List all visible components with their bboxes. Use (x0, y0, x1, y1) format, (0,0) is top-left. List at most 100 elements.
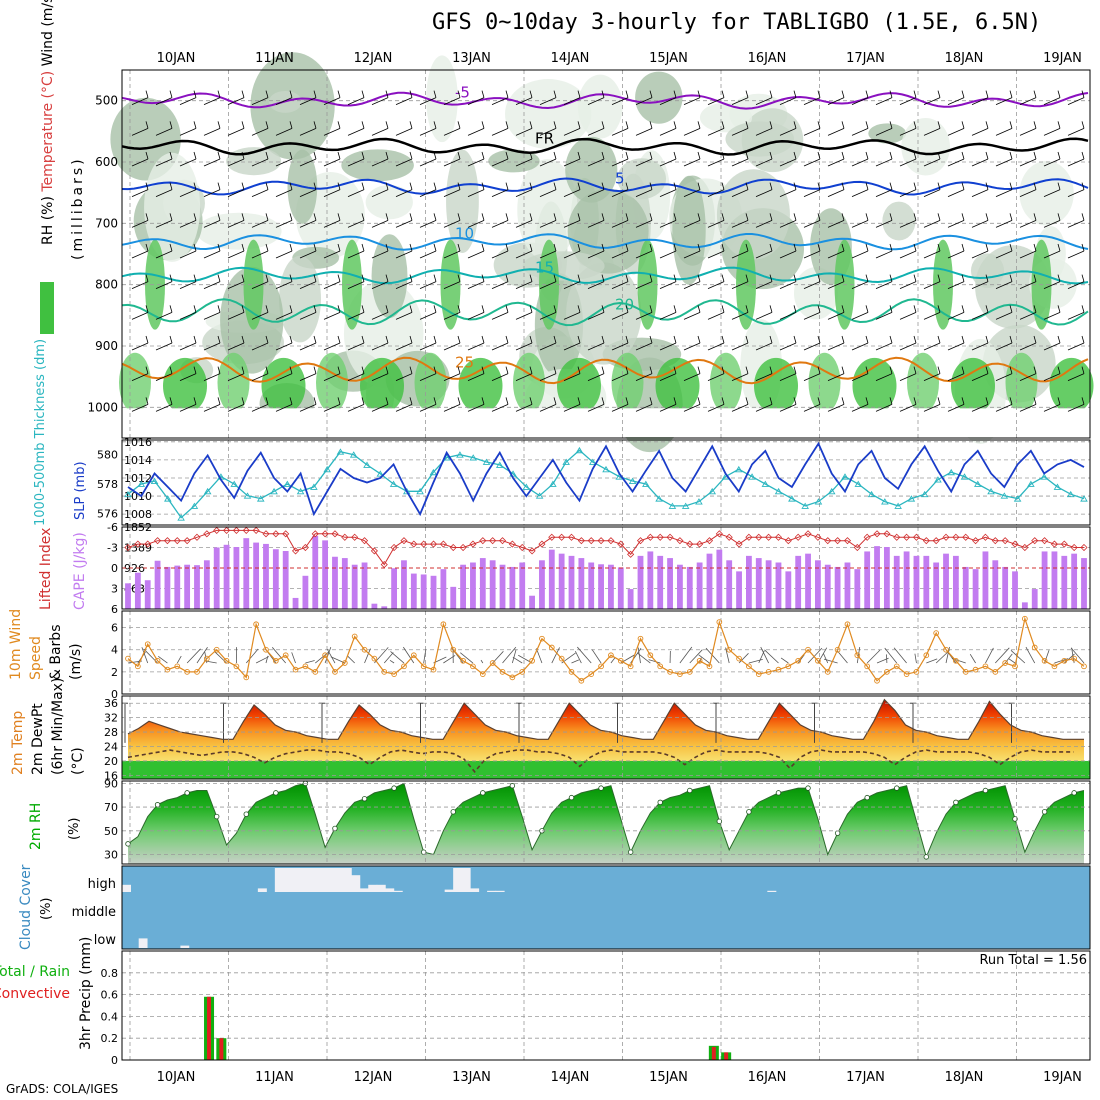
wind-barb (467, 219, 485, 228)
wind-barb (995, 250, 1013, 259)
wind-barb (721, 151, 725, 160)
wind-barb (797, 654, 805, 664)
wind-barb (203, 219, 221, 228)
wind-barb (673, 182, 677, 190)
wind-barb (1067, 127, 1085, 136)
lifted-index-point (784, 537, 792, 545)
wind-barb (361, 243, 365, 252)
wind-speed-point (824, 669, 831, 675)
wind-ylabel: (m/s) (68, 643, 84, 680)
wind-barb (769, 182, 773, 190)
lifted-index-point (439, 540, 447, 548)
lifted-index-point (636, 537, 645, 545)
wind-barb (1043, 219, 1061, 228)
slp-tick-label: 1010 (124, 490, 152, 503)
wind-barb (539, 219, 557, 228)
wind-barb (875, 158, 893, 167)
lifted-index-point (429, 540, 438, 548)
wind-barb (793, 243, 797, 252)
wind-barb (371, 403, 389, 412)
lifted-index-point (252, 526, 260, 534)
lifted-index-point (617, 540, 625, 548)
wind-barb (403, 646, 415, 664)
wind-barb (961, 182, 965, 190)
lifted-index-point (213, 526, 221, 534)
wind-barb (324, 647, 332, 664)
wind-barb (217, 243, 221, 252)
top-date-label: 14JAN (551, 51, 590, 66)
wind-barb (1033, 243, 1037, 252)
wind-barb (707, 97, 725, 106)
wind-barb (697, 305, 701, 313)
wind-barb (611, 189, 629, 198)
lifted-index-point (863, 533, 871, 541)
cape-bar (805, 553, 811, 609)
wind-barb (683, 250, 701, 259)
wind-frame (121, 610, 1091, 695)
cape-bar (134, 572, 141, 609)
lifted-index-point (903, 533, 911, 541)
wind-barb (131, 342, 149, 351)
cape-bar (883, 547, 890, 609)
wind-barb (803, 250, 821, 259)
wind-barb (419, 281, 437, 290)
isotherm-label: 10 (455, 225, 474, 243)
cape-bar (194, 565, 200, 609)
wind-barb (779, 250, 797, 259)
wind-barb (659, 342, 677, 351)
bottom-date-label: 17JAN (846, 1070, 885, 1085)
wind-barb (347, 127, 365, 136)
lifted-index-point (193, 533, 201, 541)
wind-barb (395, 373, 413, 382)
wind-barb (241, 366, 245, 374)
wind-barb (817, 305, 821, 313)
wind-barb (395, 189, 413, 198)
wind-barb (1019, 158, 1037, 167)
wind-barb (889, 121, 893, 129)
wind-barb (433, 305, 437, 313)
wind-barb (914, 653, 917, 664)
wind-barb (419, 219, 437, 228)
wind-barb (673, 151, 677, 160)
wind-barb (577, 305, 581, 313)
rh-high-area (243, 239, 264, 330)
wind-speed-point (174, 663, 181, 670)
wind-speed-point (805, 646, 811, 653)
rh-shading (699, 102, 753, 133)
wind-barb (155, 373, 173, 382)
wind-speed-point (834, 646, 841, 653)
wind-barb (467, 97, 485, 106)
wind-barb (601, 90, 605, 98)
thickness-point (642, 480, 650, 487)
lifted-index-point (154, 537, 162, 545)
wind-barb (371, 127, 389, 136)
cape-bar (677, 564, 683, 609)
wind-barb (169, 274, 173, 282)
wind-barb (875, 373, 893, 382)
wind-barb (553, 121, 557, 129)
wind-barb (515, 311, 533, 320)
wind-speed-point (815, 657, 821, 664)
lifted-index-point (735, 540, 743, 548)
wind-barb (625, 243, 629, 252)
wind-barb (937, 121, 941, 129)
wind-speed-point (440, 621, 447, 628)
wind-barb (577, 646, 592, 664)
wind-barb (1081, 335, 1085, 344)
wind-barb (748, 658, 763, 664)
wind-barb (323, 158, 341, 167)
wind-barb (291, 652, 296, 664)
wind-barb (275, 127, 293, 136)
temp-tick-label: 20 (104, 755, 118, 768)
wind-barb (323, 403, 341, 412)
wind-barb (649, 335, 653, 344)
wind-barb (683, 97, 701, 106)
wind-barb (131, 127, 149, 136)
thickness-point (681, 502, 690, 509)
precip-tick-label: 0.4 (101, 1010, 119, 1023)
wind-barb (186, 648, 201, 664)
wind-barb (443, 189, 461, 198)
wind-speed-point (933, 630, 940, 636)
wind-barb (697, 151, 701, 160)
wind-speed-point (450, 646, 457, 653)
